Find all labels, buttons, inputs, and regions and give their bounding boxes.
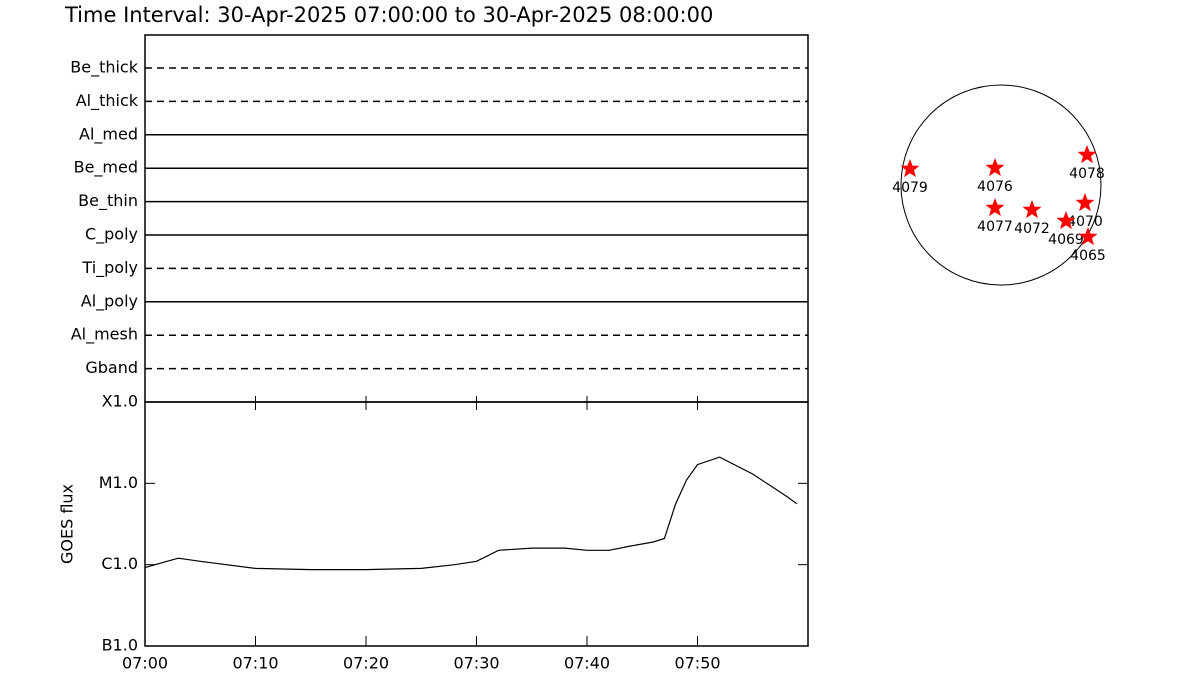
filter-label: Al_mesh <box>71 325 138 345</box>
y-tick-label: X1.0 <box>102 392 138 411</box>
solar-disk <box>900 84 1102 286</box>
filter-label: Al_poly <box>81 291 138 311</box>
y-axis-label: GOES flux <box>58 484 77 564</box>
filter-label: Be_thin <box>78 191 138 211</box>
y-tick-label: C1.0 <box>101 554 138 573</box>
region-label: 4069 <box>1048 232 1084 248</box>
x-tick-label: 07:00 <box>122 654 168 673</box>
active-region <box>1056 211 1076 230</box>
active-region <box>1075 193 1095 212</box>
filter-label: Ti_poly <box>81 258 138 278</box>
region-label: 4065 <box>1070 248 1106 264</box>
filter-label: Al_thick <box>76 91 139 111</box>
filter-label: C_poly <box>85 225 138 245</box>
active-region <box>985 198 1005 217</box>
y-tick-label: M1.0 <box>99 473 138 492</box>
region-label: 4076 <box>977 179 1013 195</box>
region-label: 4078 <box>1069 166 1105 182</box>
region-label: 4079 <box>892 180 928 196</box>
x-tick-label: 07:50 <box>674 654 720 673</box>
filter-label: Be_med <box>74 158 138 178</box>
region-label: 4077 <box>977 219 1013 235</box>
chart-title: Time Interval: 30-Apr-2025 07:00:00 to 3… <box>64 3 713 27</box>
region-label: 4072 <box>1014 221 1050 237</box>
active-region <box>900 159 920 178</box>
y-tick-label: B1.0 <box>102 636 138 655</box>
x-tick-label: 07:10 <box>232 654 278 673</box>
timeline-frame <box>144 34 809 403</box>
active-region <box>1077 145 1097 164</box>
x-tick-label: 07:20 <box>343 654 389 673</box>
x-tick-label: 07:30 <box>453 654 499 673</box>
goes-frame <box>144 401 809 647</box>
region-label: 4070 <box>1067 214 1103 230</box>
active-region <box>1022 200 1042 219</box>
filter-label: Al_med <box>79 124 138 144</box>
goes-curve <box>144 456 798 571</box>
active-region <box>1078 227 1098 246</box>
x-tick-label: 07:40 <box>564 654 610 673</box>
filter-label: Be_thick <box>70 58 138 78</box>
active-region <box>985 158 1005 177</box>
filter-label: Gband <box>85 358 138 377</box>
